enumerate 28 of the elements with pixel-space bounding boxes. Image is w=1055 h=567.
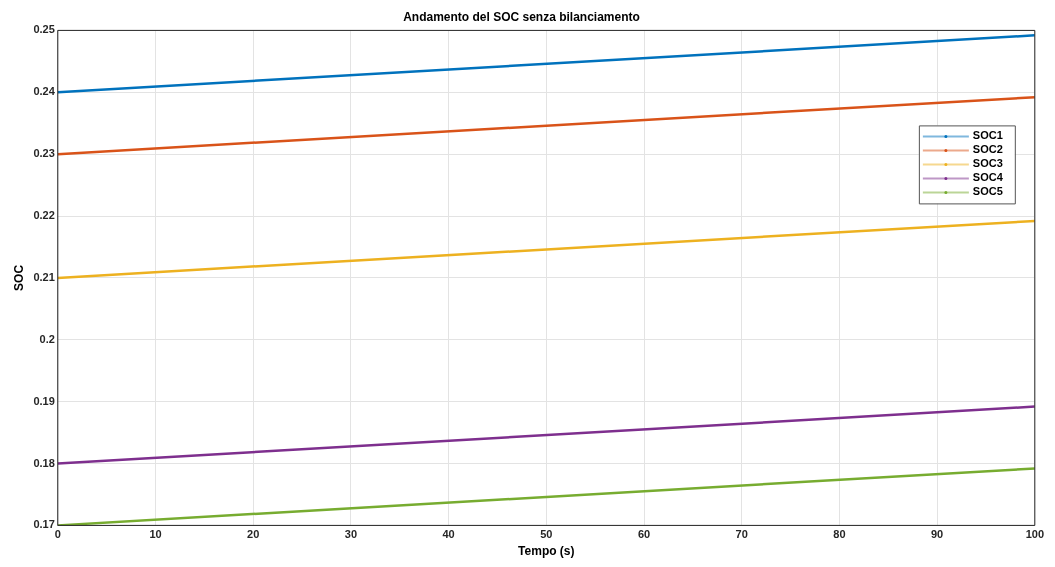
x-tick-label: 0 [54, 528, 61, 541]
y-tick-label: 0.17 [33, 518, 55, 531]
legend-label: SOC5 [972, 185, 1003, 198]
chart-title: Andamento del SOC senza bilanciamento [403, 9, 640, 24]
y-tick-label: 0.25 [33, 23, 55, 36]
x-axis-title: Tempo (s) [518, 544, 575, 559]
legend-label: SOC2 [972, 143, 1003, 156]
x-tick-label: 70 [735, 528, 748, 541]
y-tick-label: 0.19 [33, 394, 55, 407]
x-tick-label: 30 [344, 528, 358, 541]
y-tick-label: 0.24 [33, 85, 56, 98]
x-tick-label: 90 [931, 528, 944, 541]
legend-label: SOC4 [972, 171, 1004, 184]
legend-label: SOC1 [972, 129, 1003, 142]
x-tick-label: 80 [833, 528, 846, 541]
legend-label: SOC3 [972, 157, 1003, 170]
y-tick-label: 0.22 [33, 209, 55, 222]
x-tick-label: 50 [540, 528, 553, 541]
y-tick-label: 0.21 [33, 270, 55, 283]
x-tick-label: 20 [247, 528, 260, 541]
x-tick-label: 60 [637, 528, 651, 541]
x-tick-label: 100 [1025, 528, 1044, 541]
x-tick-label: 40 [442, 528, 455, 541]
y-axis-title: SOC [11, 264, 26, 291]
x-tick-label: 10 [149, 528, 162, 541]
y-tick-label: 0.2 [39, 332, 55, 345]
y-tick-label: 0.23 [33, 147, 55, 160]
y-tick-label: 0.18 [33, 456, 55, 469]
